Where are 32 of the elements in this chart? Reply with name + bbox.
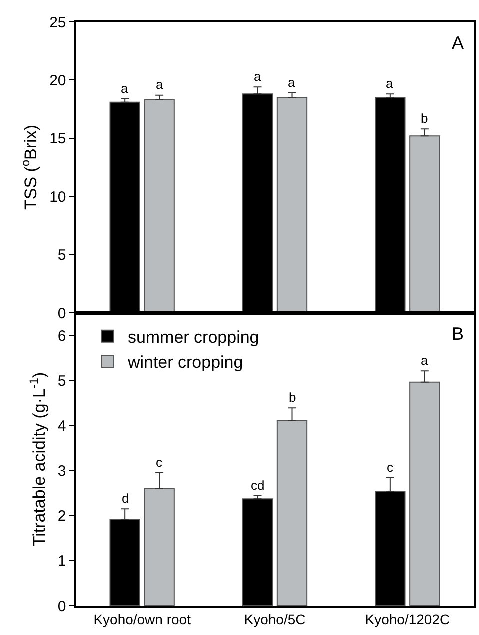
data-label: a: [288, 75, 296, 90]
data-label: b: [289, 390, 296, 405]
data-label: cd: [251, 478, 265, 493]
data-label: a: [254, 69, 262, 84]
y-tick-label: 1: [58, 553, 66, 570]
data-label: c: [387, 460, 394, 475]
y-tick-label: 5: [58, 372, 66, 390]
y-tick-label: 4: [58, 418, 66, 435]
y-tick-label: 6: [58, 328, 66, 345]
annotation: A: [452, 33, 464, 53]
data-label: c: [156, 455, 163, 470]
x-tick-label: Kyoho/own root: [94, 612, 192, 628]
y-tick-label: 0: [58, 305, 66, 322]
y-tick-label: 2: [58, 508, 66, 526]
y-tick-label: 15: [50, 130, 66, 148]
data-label: a: [156, 77, 164, 92]
y-tick-label: 3: [58, 463, 66, 480]
y-tick-label: 10: [50, 188, 66, 206]
data-label: a: [121, 81, 129, 96]
y-tick-label: 5: [58, 247, 66, 264]
y-tick-label: 20: [50, 72, 66, 90]
x-tick-label: Kyoho/1202C: [365, 612, 450, 628]
y-tick-label: 25: [50, 14, 66, 32]
y-tick-label: 0: [58, 598, 66, 616]
legend-label: summer cropping: [128, 328, 260, 348]
data-label: d: [122, 491, 130, 506]
x-tick-label: Kyoho/5C: [244, 612, 306, 628]
annotation: B: [452, 324, 464, 344]
data-label: b: [421, 111, 428, 126]
legend-label: winter cropping: [126, 353, 244, 372]
data-label: a: [386, 76, 394, 91]
data-label: a: [421, 353, 429, 368]
